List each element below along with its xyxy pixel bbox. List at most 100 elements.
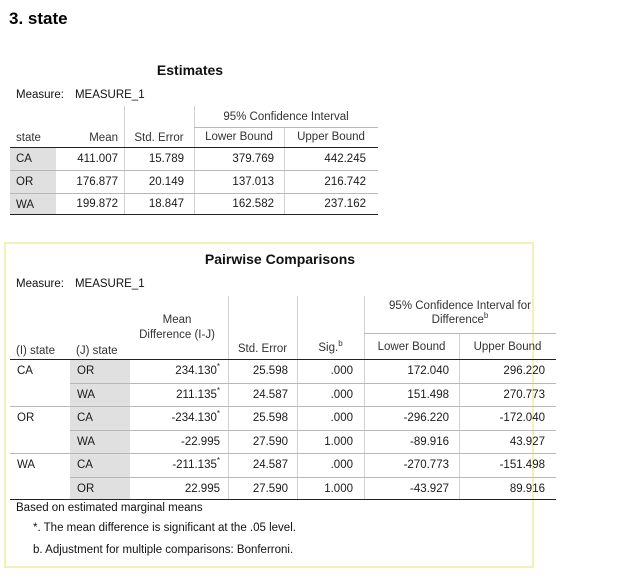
table-cell-std-error: 20.149 — [148, 176, 184, 188]
table-cell-std-error: 25.598 — [252, 412, 288, 424]
table-cell-std-error: 27.590 — [252, 483, 288, 495]
table-cell-upper-bound: 89.916 — [509, 483, 545, 495]
j-state-label: CA — [77, 459, 93, 471]
table-cell-sig: .000 — [330, 412, 353, 424]
row-label-state: WA — [10, 194, 56, 214]
footnote-marker: b — [338, 339, 343, 349]
col-header-sig: Sig.b — [297, 339, 364, 354]
mean-diff-value: 234.130 — [175, 365, 217, 377]
pairwise-selection-frame[interactable] — [4, 242, 534, 568]
i-state-label: OR — [17, 412, 35, 424]
table-cell-mean-diff: -234.130* — [130, 409, 220, 424]
col-header-i-state: (I) state — [16, 345, 55, 357]
estimates-ci-header: 95% Confidence Interval — [223, 111, 349, 123]
j-state-label: OR — [77, 483, 95, 495]
row-divider — [10, 453, 556, 454]
mean-diff-value: 22.995 — [184, 483, 220, 495]
i-state-label: CA — [17, 365, 33, 377]
table-cell-upper-bound: 216.742 — [324, 176, 366, 188]
table-cell-mean-diff: -211.135* — [130, 456, 220, 471]
table-cell-sig: .000 — [330, 365, 353, 377]
table-cell-mean-diff: 234.130* — [130, 362, 220, 377]
table-cell-std-error: 25.598 — [252, 365, 288, 377]
col-header-std-error: Std. Error — [134, 132, 184, 144]
col-header-upper-bound: Upper Bound — [297, 131, 365, 143]
sig-label: Sig. — [318, 342, 339, 354]
col-header-state: state — [16, 132, 41, 144]
mean-diff-value: -211.135 — [172, 459, 217, 471]
j-state-label: WA — [77, 436, 96, 448]
table-cell-lower-bound: -296.220 — [403, 412, 449, 424]
col-header-std-error: Std. Error — [237, 343, 288, 355]
table-cell-sig: 1.000 — [324, 483, 353, 495]
table-cell-std-error: 27.590 — [252, 436, 288, 448]
header-rule — [10, 147, 378, 148]
table-cell-upper-bound: 43.927 — [509, 436, 545, 448]
grid-line — [459, 333, 460, 499]
grid-line — [364, 296, 365, 499]
table-cell-lower-bound: -89.916 — [409, 436, 449, 448]
grid-line — [194, 106, 195, 214]
col-header-lower-bound: Lower Bound — [205, 131, 273, 143]
footnote: Based on estimated marginal means — [16, 502, 203, 514]
table-cell-lower-bound: -270.773 — [403, 459, 449, 471]
pairwise-title: Pairwise Comparisons — [204, 251, 356, 267]
grid-line — [228, 296, 229, 499]
mean-diff-value: 211.135 — [176, 389, 217, 401]
table-cell-sig: 1.000 — [324, 436, 353, 448]
table-cell-mean-diff: -22.995 — [130, 436, 220, 448]
ci-header-text: 95% Confidence Interval for Difference — [389, 300, 531, 326]
table-cell-sig: .000 — [330, 389, 353, 401]
i-state-label: WA — [17, 459, 36, 471]
measure-label: Measure: — [16, 278, 64, 290]
table-cell-mean: 411.007 — [77, 153, 118, 165]
measure-value: MEASURE_1 — [74, 89, 145, 101]
j-state-label: OR — [77, 365, 95, 377]
row-label-state: CA — [10, 148, 56, 170]
table-cell-sig: .000 — [330, 459, 353, 471]
section-heading: 3. state — [9, 9, 68, 28]
pairwise-measure: Measure: MEASURE_1 — [16, 278, 145, 290]
table-cell-upper-bound: -172.040 — [499, 412, 545, 424]
significance-marker: * — [216, 409, 220, 419]
row-divider — [10, 170, 378, 171]
footnote: *. The mean difference is significant at… — [33, 522, 296, 534]
j-state-label: WA — [77, 389, 96, 401]
row-divider — [70, 477, 556, 478]
grid-line — [194, 127, 378, 128]
estimates-title: Estimates — [156, 62, 224, 78]
table-cell-mean-diff: 211.135* — [130, 386, 220, 401]
row-divider — [10, 406, 556, 407]
table-cell-mean: 199.872 — [76, 198, 118, 210]
row-divider — [10, 193, 378, 194]
table-cell-lower-bound: 151.498 — [407, 389, 449, 401]
grid-line — [364, 333, 556, 334]
row-divider — [70, 430, 556, 431]
footnote-marker: b — [483, 311, 489, 321]
measure-value: MEASURE_1 — [74, 278, 145, 290]
significance-marker: * — [216, 362, 220, 372]
table-cell-upper-bound: 270.773 — [503, 389, 545, 401]
table-cell-mean-diff: 22.995 — [130, 483, 220, 495]
grid-line — [297, 296, 298, 499]
table-cell-std-error: 15.789 — [148, 153, 184, 165]
table-cell-lower-bound: 137.013 — [232, 176, 274, 188]
mean-diff-value: -22.995 — [180, 436, 220, 448]
table-cell-lower-bound: 172.040 — [407, 365, 449, 377]
row-divider — [70, 383, 556, 384]
table-cell-std-error: 18.847 — [148, 198, 184, 210]
pairwise-ci-header: 95% Confidence Interval for Differenceb — [364, 299, 556, 327]
col-header-lower-bound: Lower Bound — [377, 341, 446, 353]
table-cell-lower-bound: -43.927 — [409, 483, 449, 495]
mean-diff-value: -234.130 — [171, 412, 217, 424]
significance-marker: * — [216, 456, 220, 466]
grid-line — [124, 106, 125, 214]
measure-label: Measure: — [16, 89, 64, 101]
footnote: b. Adjustment for multiple comparisons: … — [33, 544, 294, 556]
grid-line — [284, 128, 285, 214]
header-rule — [10, 359, 556, 360]
col-header-mean-difference: Mean Difference (I-J) — [139, 314, 215, 341]
table-bottom-rule — [10, 499, 556, 500]
j-state-label: CA — [77, 412, 93, 424]
significance-marker: * — [216, 386, 220, 396]
